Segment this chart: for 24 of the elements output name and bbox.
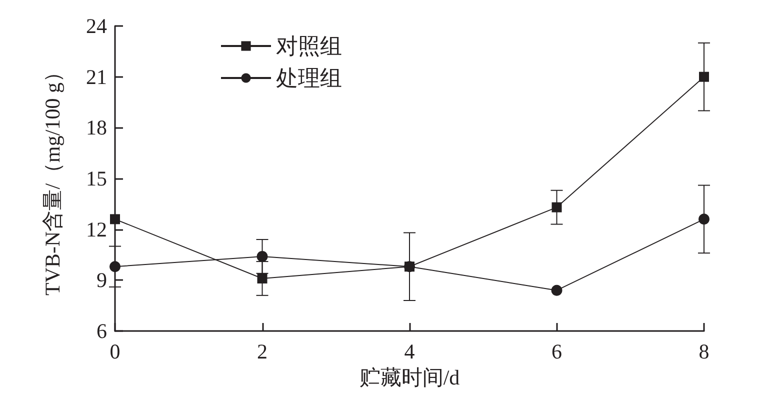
y-tick-label: 15 <box>86 166 107 190</box>
y-tick-label: 24 <box>86 14 108 38</box>
y-tick-label: 21 <box>86 64 107 89</box>
x-tick-label: 6 <box>552 340 562 364</box>
x-tick-label: 4 <box>404 340 416 364</box>
point <box>552 202 562 212</box>
y-tick-label: 18 <box>86 116 107 140</box>
point <box>257 273 268 284</box>
y-tick-label: 9 <box>96 268 107 292</box>
y-tick-label: 12 <box>86 217 107 242</box>
x-tick-label: 8 <box>698 340 710 364</box>
legend-label: 对照组 <box>276 34 342 58</box>
point <box>110 214 120 224</box>
point <box>110 261 120 272</box>
x-tick-label: 2 <box>257 340 268 364</box>
point <box>699 72 709 82</box>
x-axis-title: 贮藏时间/d <box>359 366 460 390</box>
point <box>551 284 562 296</box>
point <box>698 214 710 225</box>
point <box>256 250 268 262</box>
y-axis-title: TVB-N含量/（mg/100 g） <box>40 62 64 296</box>
y-tick-label: 6 <box>96 319 107 343</box>
legend-label: 处理组 <box>276 66 342 90</box>
x-tick-label: 0 <box>110 340 120 364</box>
